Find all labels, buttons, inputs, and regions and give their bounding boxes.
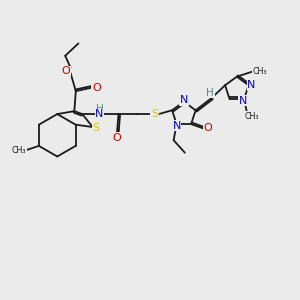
- Text: O: O: [62, 66, 70, 76]
- Text: H: H: [206, 88, 214, 98]
- Text: O: O: [203, 124, 212, 134]
- Text: N: N: [180, 95, 188, 105]
- Text: CH₃: CH₃: [252, 67, 267, 76]
- Text: O: O: [92, 82, 101, 93]
- Text: CH₃: CH₃: [245, 112, 259, 121]
- Text: CH₃: CH₃: [12, 146, 26, 155]
- Text: S: S: [92, 123, 99, 133]
- Text: H: H: [96, 104, 104, 114]
- Text: N: N: [95, 109, 103, 119]
- Text: S: S: [151, 109, 158, 119]
- Text: O: O: [112, 133, 122, 142]
- Text: N: N: [248, 80, 256, 90]
- Text: N: N: [172, 121, 181, 130]
- Text: N: N: [238, 95, 247, 106]
